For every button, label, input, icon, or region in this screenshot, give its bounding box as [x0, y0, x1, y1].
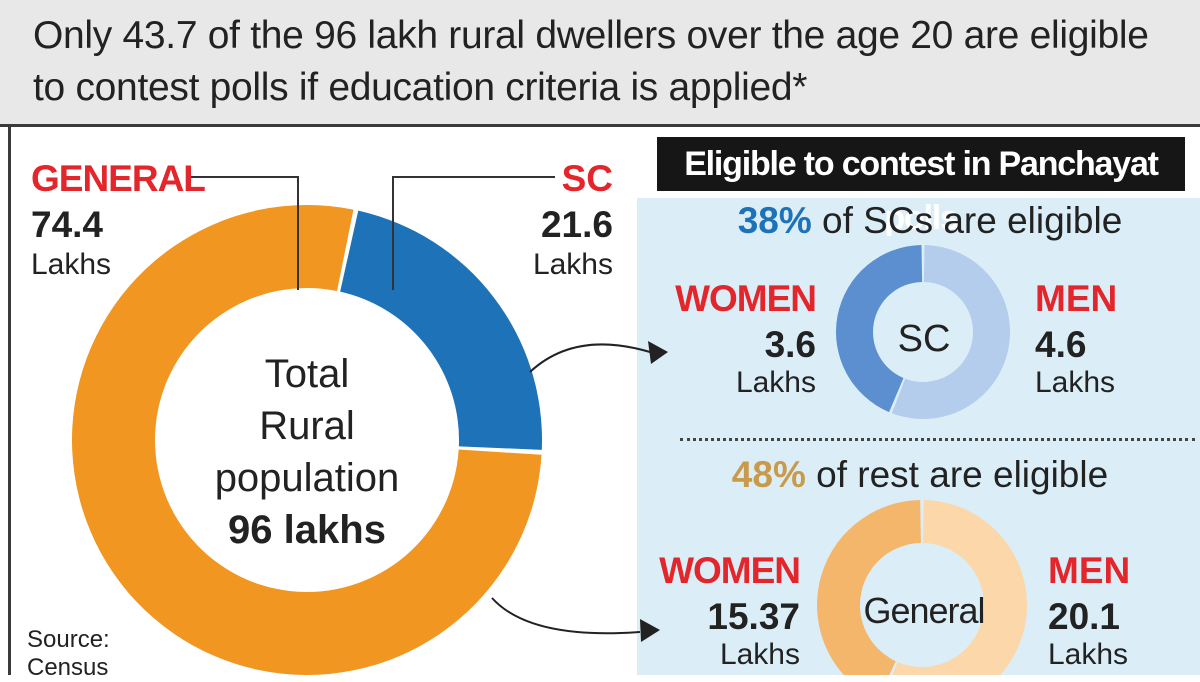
source-label: Source: [27, 626, 110, 653]
sc-men-value: 4.6 [1035, 324, 1087, 365]
sc-donut-center: SC [897, 318, 951, 360]
sc-unit: Lakhs [532, 248, 613, 281]
sc-value: 21.6 [540, 204, 613, 245]
general-leader-line [190, 176, 299, 290]
left-border-rule [8, 127, 11, 675]
donut-center-line1: Total [264, 352, 350, 396]
donut-center-total: 96 lakhs [228, 508, 386, 552]
rest-men-value: 20.1 [1048, 596, 1121, 637]
general-men-slice [892, 500, 1027, 675]
sc-women-slice [835, 245, 923, 413]
arrow-to-rest-eligibility [491, 597, 641, 635]
general-value: 74.4 [31, 204, 104, 245]
panel-title: Eligible to contest in Panchayat polls [684, 145, 1159, 237]
sc-label: SC [561, 158, 613, 199]
sc-men-unit: Lakhs [1035, 366, 1116, 399]
sc-men-slice [891, 245, 1010, 419]
sc-women-unit: Lakhs [735, 366, 816, 399]
arrow-head-sc [648, 341, 668, 364]
header-banner [0, 0, 1200, 127]
sc-women-label: WOMEN [675, 278, 817, 319]
rest-eligibility-caption: 48% of rest are eligible [700, 454, 1140, 496]
panel-title-bar [657, 137, 1185, 191]
rest-women-value: 15.37 [707, 596, 800, 637]
sc-eligible-percent: 38% [737, 200, 812, 241]
general-slice [71, 204, 542, 675]
rest-women-unit: Lakhs [719, 638, 800, 671]
rest-men-unit: Lakhs [1048, 638, 1129, 671]
sc-men-label: MEN [1035, 278, 1118, 319]
rest-eligible-text: of rest are eligible [816, 454, 1109, 495]
headline: Only 43.7 of the 96 lakh rural dwellers … [33, 14, 1149, 109]
sc-eligibility-caption: 38% of SCs are eligible [710, 200, 1150, 242]
sc-slice [340, 210, 542, 450]
arrow-to-sc-eligibility [529, 343, 651, 373]
sc-eligible-text: of SCs are eligible [822, 200, 1123, 241]
rest-women-label: WOMEN [659, 550, 801, 591]
sc-leader-line [392, 176, 555, 290]
arrow-head-rest [640, 619, 660, 642]
general-label: GENERAL [31, 158, 206, 199]
general-donut-center: General [863, 590, 985, 631]
section-divider [680, 438, 1195, 441]
donut-center-line2: Rural [259, 404, 355, 448]
rest-eligible-percent: 48% [731, 454, 806, 495]
donut-center-line3: population [214, 456, 400, 500]
sc-women-value: 3.6 [764, 324, 816, 365]
general-women-slice [817, 500, 921, 675]
general-unit: Lakhs [31, 248, 112, 281]
rest-men-label: MEN [1048, 550, 1131, 591]
